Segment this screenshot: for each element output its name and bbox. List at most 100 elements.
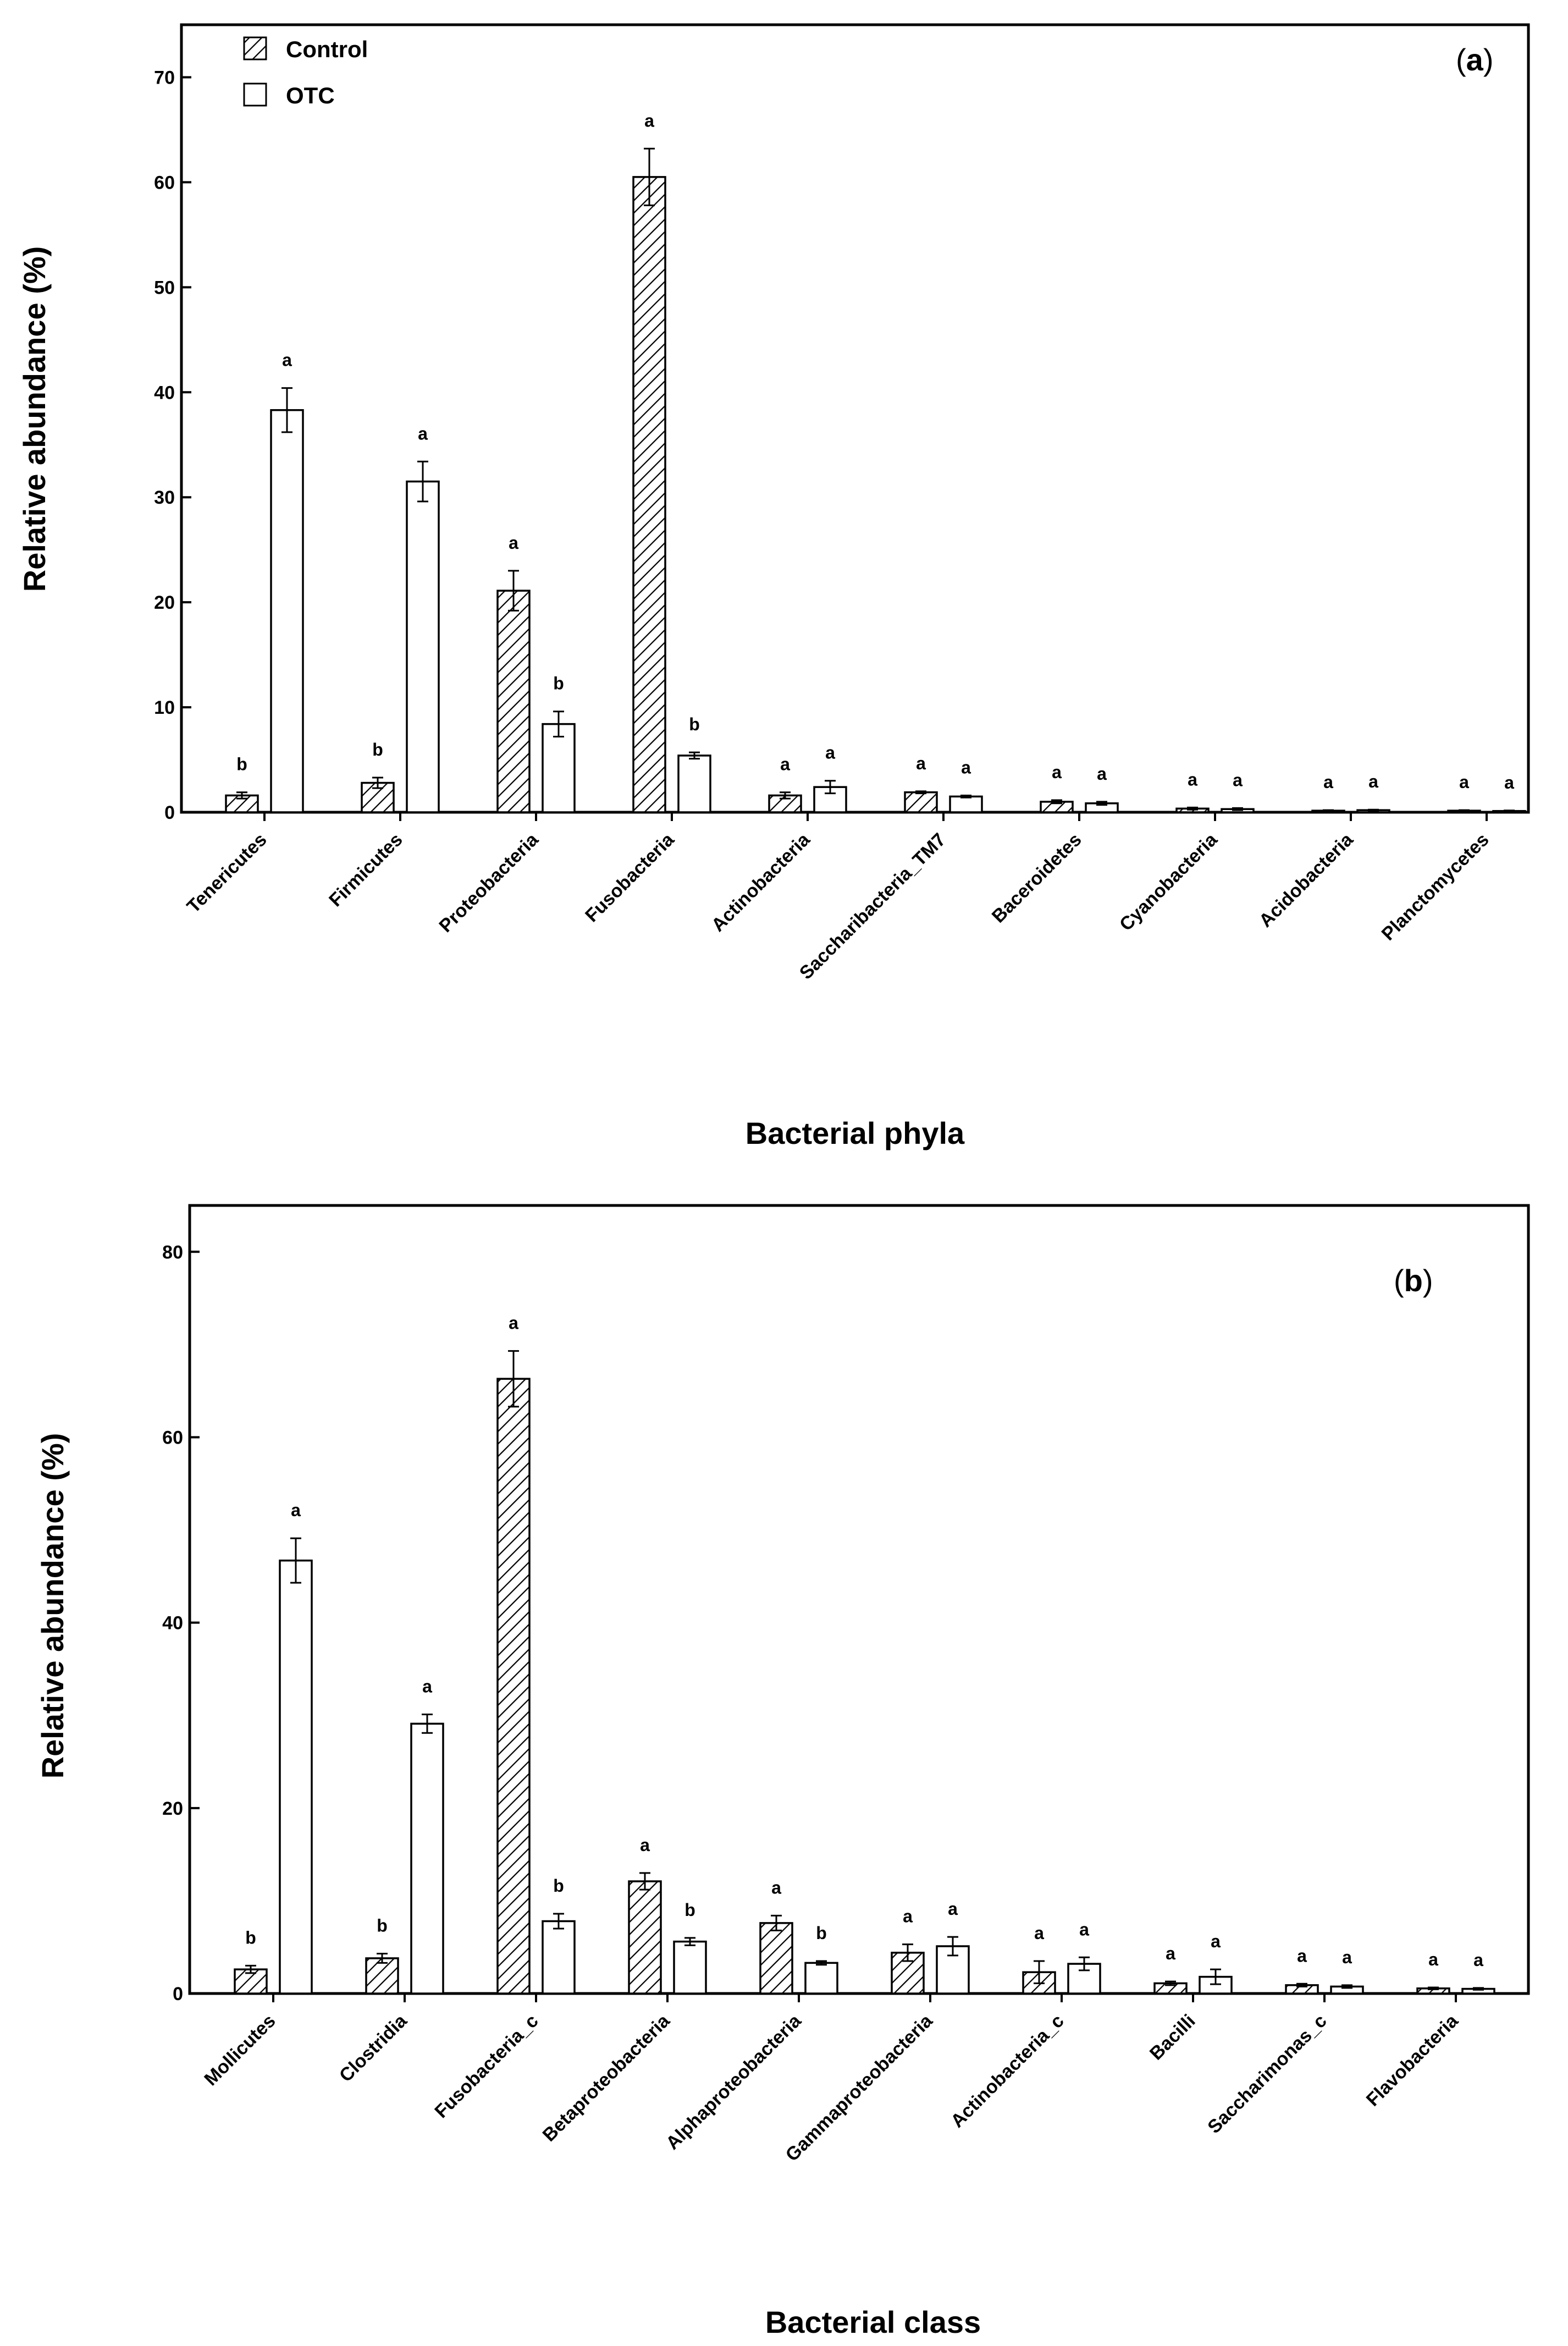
- panel-a-chart: 0 10 20 30 40 50 60 70 b a b a a b a b a a a a a a a a a a a a Ten…: [17, 23, 1530, 1150]
- significance-letter: a: [1368, 772, 1378, 791]
- significance-letter: b: [684, 1900, 695, 1920]
- significance-letter: a: [1504, 773, 1514, 792]
- significance-letter: a: [1342, 1947, 1352, 1967]
- significance-letter: a: [509, 1313, 518, 1333]
- bar-otc: [270, 409, 304, 813]
- legend-swatch-control: [243, 36, 267, 60]
- significance-letter: a: [418, 423, 428, 443]
- significance-letter: a: [1097, 764, 1107, 784]
- y-tick-label: 40: [154, 382, 175, 403]
- significance-letter: a: [780, 755, 790, 774]
- significance-letter: b: [372, 740, 383, 759]
- bar-control: [759, 1922, 793, 1995]
- significance-letter: a: [1034, 1923, 1044, 1943]
- x-tick-label: Acidobacteria: [1255, 829, 1358, 932]
- panel-b-x-axis: Mollicutes Clostridia Fusobacteria_cBetapr…: [200, 1993, 1462, 2166]
- significance-letter: a: [1233, 770, 1243, 790]
- panel-a-letter: a: [1466, 42, 1484, 77]
- bar-control: [628, 1880, 662, 1995]
- significance-letter: a: [961, 757, 971, 777]
- x-tick-label: Fusobacteria: [581, 829, 678, 926]
- x-tick-label: Betaproteobacteria: [539, 2010, 675, 2146]
- y-tick-label: 20: [154, 592, 175, 613]
- x-tick-label: Flavobacteria: [1362, 2010, 1463, 2111]
- bar-otc: [406, 480, 440, 813]
- x-tick-label: Clostridia: [335, 2010, 412, 2086]
- x-tick-label: Actinobacteria_c: [947, 2011, 1068, 2132]
- significance-letter: a: [916, 753, 926, 773]
- significance-letter: a: [1428, 1950, 1438, 1969]
- significance-letter: a: [422, 1677, 432, 1697]
- bar-control: [496, 590, 531, 813]
- significance-letter: a: [1188, 769, 1197, 789]
- x-tick-label: Mollicutes: [200, 2011, 279, 2090]
- panel-a-x-axis-title: Bacterial phyla: [746, 1116, 965, 1150]
- y-tick-label: 80: [162, 1242, 183, 1263]
- bar-otc: [673, 1940, 707, 1995]
- significance-letter: b: [553, 674, 564, 693]
- significance-letter: a: [1297, 1946, 1307, 1965]
- significance-letter: a: [644, 111, 654, 130]
- significance-letter: a: [509, 533, 518, 553]
- y-tick-label: 30: [154, 487, 175, 508]
- bar-otc: [677, 755, 711, 813]
- x-tick-label: Firmicutes: [325, 829, 406, 911]
- x-tick-label: Cyanobacteria: [1116, 829, 1222, 935]
- bar-control: [632, 176, 666, 813]
- significance-letter: b: [245, 1928, 256, 1947]
- x-tick-label: Planctomycetes: [1378, 829, 1493, 945]
- y-tick-label: 0: [164, 802, 175, 823]
- significance-letter: a: [291, 1500, 301, 1520]
- panel-a-x-axis: Tenericutes Firmicutes Proteobacteria Fusob…: [183, 812, 1493, 984]
- x-tick-label: Tenericutes: [183, 829, 271, 917]
- panel-b-x-axis-title: Bacterial class: [765, 2305, 981, 2339]
- x-tick-label: Baceroidetes: [988, 829, 1086, 927]
- bar-otc: [542, 1920, 576, 1995]
- panel-a-y-axis: 0 10 20 30 40 50 60 70: [154, 67, 191, 823]
- x-tick-label: Bacilli: [1146, 2011, 1200, 2064]
- y-tick-label: 60: [154, 172, 175, 193]
- significance-letter: b: [377, 1916, 388, 1936]
- panel-a-label: (a): [1456, 42, 1493, 77]
- x-tick-label: Saccharimonas_c: [1203, 2011, 1330, 2138]
- panel-b-y-axis: 0 20 40 60 80: [162, 1242, 200, 2004]
- significance-letter: a: [771, 1877, 781, 1897]
- significance-letter: a: [825, 743, 835, 763]
- y-tick-label: 70: [154, 67, 175, 88]
- bar-otc: [279, 1559, 313, 1995]
- x-tick-label: Gammaproteobacteria: [782, 2010, 937, 2166]
- x-tick-label: Proteobacteria: [435, 829, 543, 937]
- y-tick-label: 0: [173, 1984, 183, 2004]
- panel-b-label: (b): [1394, 1263, 1433, 1298]
- significance-letter: a: [1166, 1943, 1175, 1963]
- significance-letter: a: [903, 1907, 913, 1926]
- bar-otc: [949, 795, 983, 813]
- significance-letter: a: [1211, 1931, 1221, 1951]
- legend-swatch-otc: [243, 82, 267, 107]
- legend-label-control: Control: [286, 36, 368, 62]
- bar-otc: [410, 1722, 444, 1995]
- legend: Control OTC: [243, 36, 368, 108]
- x-tick-label: Fusobacteria_c: [430, 2011, 542, 2122]
- legend-label-otc: OTC: [286, 82, 335, 108]
- y-tick-label: 60: [162, 1427, 183, 1448]
- y-tick-label: 20: [162, 1798, 183, 1819]
- x-tick-label: Alphaproteobacteria: [662, 2010, 805, 2154]
- y-tick-label: 10: [154, 697, 175, 718]
- panel-a-bars: b a b a a b a b a a a a a a a a a a a a: [225, 111, 1526, 813]
- panel-b-y-axis-title: Relative abundance (%): [35, 1433, 70, 1779]
- significance-letter: b: [553, 1876, 564, 1896]
- significance-letter: a: [1473, 1950, 1483, 1970]
- significance-letter: b: [816, 1923, 827, 1943]
- bar-otc: [804, 1962, 838, 1995]
- significance-letter: b: [236, 755, 247, 774]
- significance-letter: a: [1459, 772, 1469, 792]
- panel-b-bars: b a b a a b a b a b a a a a a a a a a a: [234, 1313, 1495, 1995]
- bar-otc: [542, 723, 576, 813]
- significance-letter: a: [1052, 762, 1062, 782]
- y-tick-label: 40: [162, 1613, 183, 1634]
- significance-letter: a: [282, 350, 292, 370]
- y-tick-label: 50: [154, 277, 175, 298]
- significance-letter: a: [640, 1835, 650, 1855]
- bar-control: [904, 791, 938, 813]
